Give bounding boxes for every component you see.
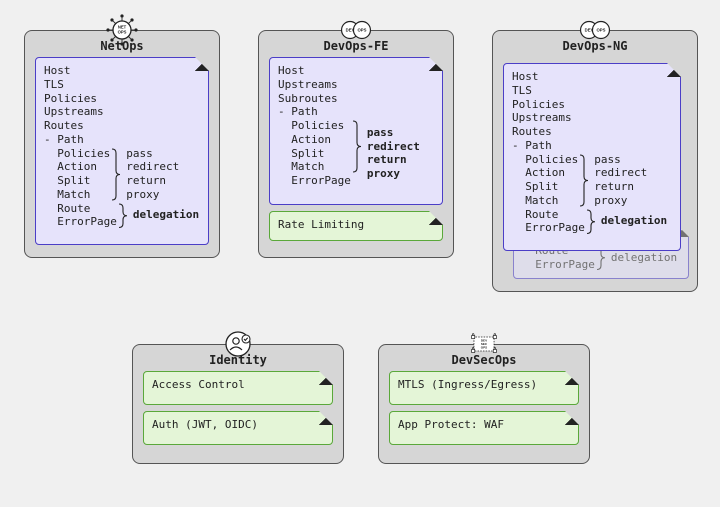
config-panel-netops: Host TLS Policies Upstreams Routes - Pat…	[35, 57, 209, 245]
pill-auth: Auth (JWT, OIDC)	[143, 411, 333, 445]
delegation-brace: Route ErrorPage delegation	[44, 202, 200, 230]
pill-rate-limiting: Rate Limiting	[269, 211, 443, 241]
pill-label: App Protect: WAF	[398, 418, 504, 431]
delegation-label: delegation	[601, 214, 667, 228]
action-brace: Policies Action Split Match pass redirec…	[512, 153, 672, 208]
delegation-label: delegation	[611, 251, 677, 265]
pill-label: MTLS (Ingress/Egress)	[398, 378, 537, 391]
pill-mtls: MTLS (Ingress/Egress)	[389, 371, 579, 405]
config-lines: Host Upstreams Subroutes - Path	[278, 64, 434, 119]
card-title: DevSecOps	[379, 353, 589, 367]
card-identity: Identity Access Control Auth (JWT, OIDC)	[132, 344, 344, 464]
svg-text:OPS: OPS	[481, 346, 488, 350]
delegation-brace: Route ErrorPage delegation	[512, 208, 672, 236]
svg-text:OPS: OPS	[118, 30, 127, 35]
pill-label: Access Control	[152, 378, 245, 391]
config-panel-devops-fe: Host Upstreams Subroutes - Path Policies…	[269, 57, 443, 205]
pill-waf: App Protect: WAF	[389, 411, 579, 445]
config-lines: Host TLS Policies Upstreams Routes - Pat…	[512, 70, 672, 153]
config-lines: Host TLS Policies Upstreams Routes - Pat…	[44, 64, 200, 147]
card-devsecops: DEV SEC OPS DevSecOps MTLS (Ingress/Egre…	[378, 344, 590, 464]
pill-label: Auth (JWT, OIDC)	[152, 418, 258, 431]
pill-label: Rate Limiting	[278, 218, 364, 231]
card-title: DevOps-FE	[259, 39, 453, 53]
card-devops-fe: DEV OPS DevOps-FE Host Upstreams Subrout…	[258, 30, 454, 258]
action-brace: Policies Action Split Match ErrorPage pa…	[278, 119, 434, 188]
svg-text:OPS: OPS	[357, 28, 366, 33]
delegation-label: delegation	[133, 208, 199, 222]
svg-text:OPS: OPS	[596, 28, 605, 33]
pill-access-control: Access Control	[143, 371, 333, 405]
action-brace: Policies Action Split Match pass redirec…	[44, 147, 200, 202]
card-title: NetOps	[25, 39, 219, 53]
card-netops: NET OPS NetOps Host TLS Policies Upstrea…	[24, 30, 220, 258]
card-title: Identity	[133, 353, 343, 367]
svg-text:DEV: DEV	[585, 28, 594, 33]
card-devops-ng: DEV OPS DevOps-NG Route ErrorPage delega…	[492, 30, 698, 292]
card-title: DevOps-NG	[493, 39, 697, 53]
svg-text:DEV: DEV	[346, 28, 355, 33]
diagram-canvas: NET OPS NetOps Host TLS Policies Upstrea…	[0, 0, 720, 507]
config-panel-devops-ng: Host TLS Policies Upstreams Routes - Pat…	[503, 63, 681, 251]
